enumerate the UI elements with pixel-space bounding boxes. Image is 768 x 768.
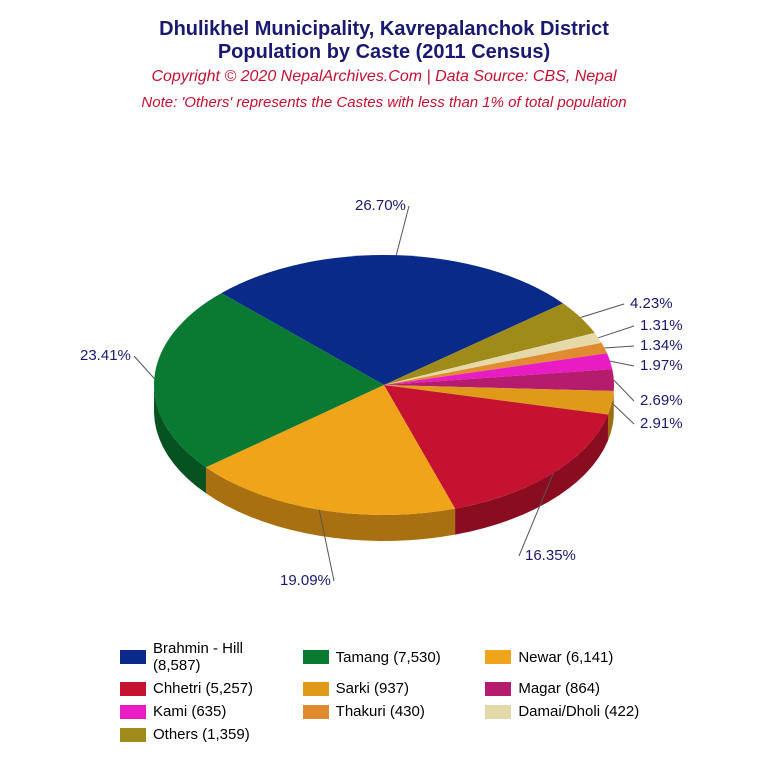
- leader-line: [605, 346, 634, 348]
- chart-title-line2: Population by Caste (2011 Census): [0, 41, 768, 64]
- slice-pct-label: 4.23%: [630, 295, 673, 312]
- legend-item: Others (1,359): [120, 726, 295, 743]
- legend-label: Newar (6,141): [518, 649, 613, 666]
- legend-item: Magar (864): [485, 680, 660, 697]
- leader-line: [612, 403, 634, 424]
- slice-pct-label: 1.31%: [640, 317, 683, 334]
- slice-pct-label: 16.35%: [525, 547, 576, 564]
- title-block: Dhulikhel Municipality, Kavrepalanchok D…: [0, 0, 768, 111]
- legend-label: Sarki (937): [336, 680, 409, 697]
- legend-item: Kami (635): [120, 703, 295, 720]
- legend-swatch: [303, 650, 329, 664]
- legend-label: Magar (864): [518, 680, 600, 697]
- legend-swatch: [303, 705, 329, 719]
- legend-item: Newar (6,141): [485, 640, 660, 674]
- legend-swatch: [120, 682, 146, 696]
- legend-label: Chhetri (5,257): [153, 680, 253, 697]
- leader-line: [581, 304, 624, 318]
- legend: Brahmin - Hill (8,587) Tamang (7,530) Newa…: [120, 640, 660, 743]
- legend-label: Damai/Dholi (422): [518, 703, 639, 720]
- legend-swatch: [485, 682, 511, 696]
- leader-line: [134, 356, 154, 379]
- legend-item: Sarki (937): [303, 680, 478, 697]
- legend-swatch: [120, 705, 146, 719]
- leader-line: [598, 326, 634, 338]
- legend-swatch: [120, 650, 146, 664]
- pie-svg: 26.70% 4.23% 1.31% 1.34% 1.97% 2.69% 2.91% 16.3…: [0, 150, 768, 590]
- slice-pct-label: 1.97%: [640, 357, 683, 374]
- note-line: Note: 'Others' represents the Castes wit…: [0, 94, 768, 111]
- leader-line: [614, 380, 634, 401]
- legend-item: Damai/Dholi (422): [485, 703, 660, 720]
- legend-label: Brahmin - Hill (8,587): [153, 640, 295, 674]
- legend-swatch: [303, 682, 329, 696]
- pie-chart: 26.70% 4.23% 1.31% 1.34% 1.97% 2.69% 2.91% 16.3…: [0, 150, 768, 590]
- legend-label: Kami (635): [153, 703, 226, 720]
- slice-pct-label: 2.69%: [640, 392, 683, 409]
- slice-pct-label: 19.09%: [280, 572, 331, 589]
- copyright-line: Copyright © 2020 NepalArchives.Com | Dat…: [0, 68, 768, 86]
- legend-label: Tamang (7,530): [336, 649, 441, 666]
- legend-swatch: [485, 650, 511, 664]
- legend-item: Brahmin - Hill (8,587): [120, 640, 295, 674]
- slice-pct-label: 1.34%: [640, 337, 683, 354]
- legend-swatch: [485, 705, 511, 719]
- slice-pct-label: 26.70%: [355, 197, 406, 214]
- legend-label: Thakuri (430): [336, 703, 425, 720]
- legend-swatch: [120, 728, 146, 742]
- legend-item: Thakuri (430): [303, 703, 478, 720]
- legend-label: Others (1,359): [153, 726, 250, 743]
- chart-title-line1: Dhulikhel Municipality, Kavrepalanchok D…: [0, 18, 768, 41]
- slice-pct-label: 23.41%: [80, 347, 131, 364]
- slice-pct-label: 2.91%: [640, 415, 683, 432]
- legend-item: Chhetri (5,257): [120, 680, 295, 697]
- legend-item: Tamang (7,530): [303, 640, 478, 674]
- leader-line: [610, 361, 634, 366]
